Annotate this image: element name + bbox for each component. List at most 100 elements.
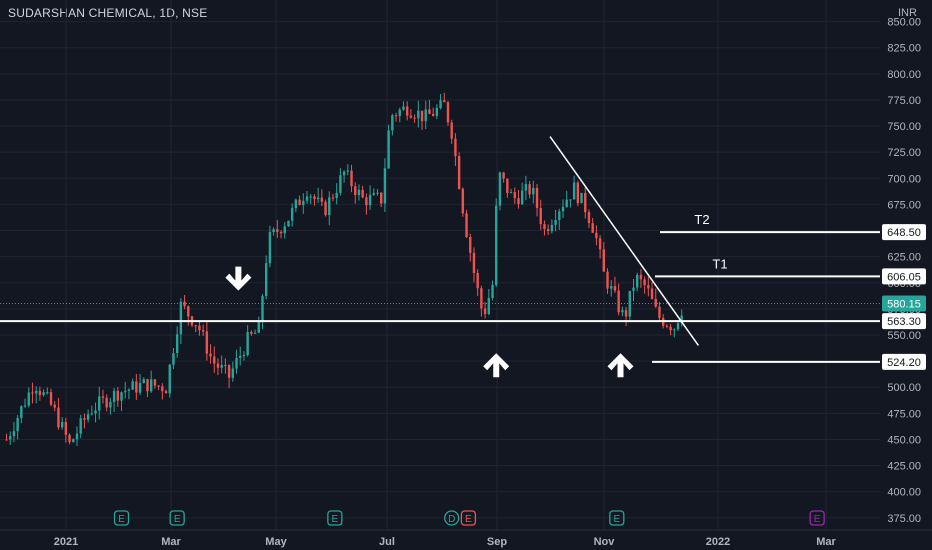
candle-body xyxy=(387,130,390,169)
x-tick-label: May xyxy=(265,536,287,548)
candle-body xyxy=(201,330,205,332)
level-price-label: 563.30 xyxy=(887,316,921,328)
candle-body xyxy=(539,208,542,225)
earnings-marker-icon[interactable] xyxy=(169,510,185,526)
candle-body xyxy=(487,298,490,314)
candle-body xyxy=(450,122,453,139)
candle-body xyxy=(265,263,268,297)
candle-body xyxy=(272,229,275,233)
candle-body xyxy=(5,439,8,441)
candle-body xyxy=(205,331,209,354)
candle-body xyxy=(554,220,557,225)
candle-body xyxy=(290,208,294,221)
candle-body xyxy=(27,392,30,406)
candle-body xyxy=(354,186,357,196)
candle-body xyxy=(268,232,272,264)
candle-body xyxy=(517,198,520,205)
candle-body xyxy=(606,271,609,289)
candle-body xyxy=(135,381,138,393)
y-tick-label: 800.00 xyxy=(887,69,921,81)
earnings-marker-icon[interactable] xyxy=(113,510,130,526)
x-tick-label: Jul xyxy=(379,536,395,548)
candle-body xyxy=(75,433,79,440)
earnings-marker-icon[interactable] xyxy=(327,510,343,526)
candle-body xyxy=(613,286,617,291)
candle-body xyxy=(20,406,23,418)
candle-body xyxy=(391,115,394,131)
candle-body xyxy=(276,229,279,232)
candle-body xyxy=(283,226,286,234)
candle-body xyxy=(331,197,335,199)
earnings-marker-icon[interactable] xyxy=(809,510,825,526)
candle-body xyxy=(465,213,468,237)
candle-body xyxy=(431,114,435,116)
candle-body xyxy=(175,334,179,354)
candle-body xyxy=(339,175,342,193)
candle-body xyxy=(665,325,669,327)
candle-body xyxy=(524,184,528,191)
trendline[interactable] xyxy=(549,136,700,346)
candle-body xyxy=(502,172,505,179)
candle-body xyxy=(194,325,197,327)
x-tick-label: Sep xyxy=(487,536,507,548)
earnings-marker-icon[interactable] xyxy=(609,510,625,526)
candle-body xyxy=(120,392,123,401)
candle-body xyxy=(676,323,680,330)
y-tick-label: 850.00 xyxy=(887,17,921,29)
candle-body xyxy=(34,390,38,394)
candle-body xyxy=(9,436,12,440)
candle-body xyxy=(380,192,383,204)
candle-body xyxy=(101,396,105,398)
candle-body xyxy=(68,434,71,443)
candle-body xyxy=(124,390,127,393)
candle-body xyxy=(469,236,472,253)
candle-body xyxy=(187,306,190,317)
level-price-tag xyxy=(882,353,926,370)
level-price-label: 524.20 xyxy=(887,357,921,369)
candle-body xyxy=(294,199,298,209)
currency-label: INR xyxy=(898,7,917,19)
candle-body xyxy=(305,196,309,201)
x-tick-label: 2021 xyxy=(54,536,78,548)
candle-body xyxy=(302,200,305,206)
candle-body xyxy=(127,389,131,391)
dividend-marker-icon[interactable] xyxy=(444,510,460,526)
candle-body xyxy=(673,329,676,331)
candle-body xyxy=(398,109,401,117)
candle-body xyxy=(591,223,594,233)
candle-body xyxy=(368,194,372,206)
support-arrow-up xyxy=(607,353,634,378)
candle-body xyxy=(428,109,431,115)
candle-body xyxy=(213,356,216,364)
level-price-tag xyxy=(882,313,926,330)
candle-body xyxy=(413,117,416,119)
candle-body xyxy=(624,310,628,317)
earnings-marker-icon[interactable] xyxy=(460,510,477,526)
last-price-label: 580.15 xyxy=(887,298,921,310)
y-tick-label: 825.00 xyxy=(887,43,921,55)
candle-body xyxy=(621,310,624,313)
candle-body xyxy=(680,315,683,324)
candle-body xyxy=(216,363,220,368)
candle-body xyxy=(572,182,576,200)
candle-body xyxy=(509,192,513,194)
candle-body xyxy=(454,138,457,157)
candle-body xyxy=(569,199,572,201)
candle-body xyxy=(650,288,654,299)
candle-body xyxy=(246,332,249,356)
candle-body xyxy=(257,322,260,333)
y-tick-label: 550.00 xyxy=(887,330,921,342)
candle-body xyxy=(224,364,227,366)
candle-body xyxy=(383,168,387,204)
candle-body xyxy=(643,279,646,286)
candle-body xyxy=(669,326,672,331)
event-marker-letter: E xyxy=(465,514,472,525)
candle-body xyxy=(149,379,153,392)
x-tick-label: Mar xyxy=(161,536,181,548)
candle-body xyxy=(231,368,235,378)
candle-body xyxy=(361,189,364,198)
event-marker-letter: E xyxy=(174,514,181,525)
candle-body xyxy=(550,224,554,232)
candle-body xyxy=(220,364,223,368)
